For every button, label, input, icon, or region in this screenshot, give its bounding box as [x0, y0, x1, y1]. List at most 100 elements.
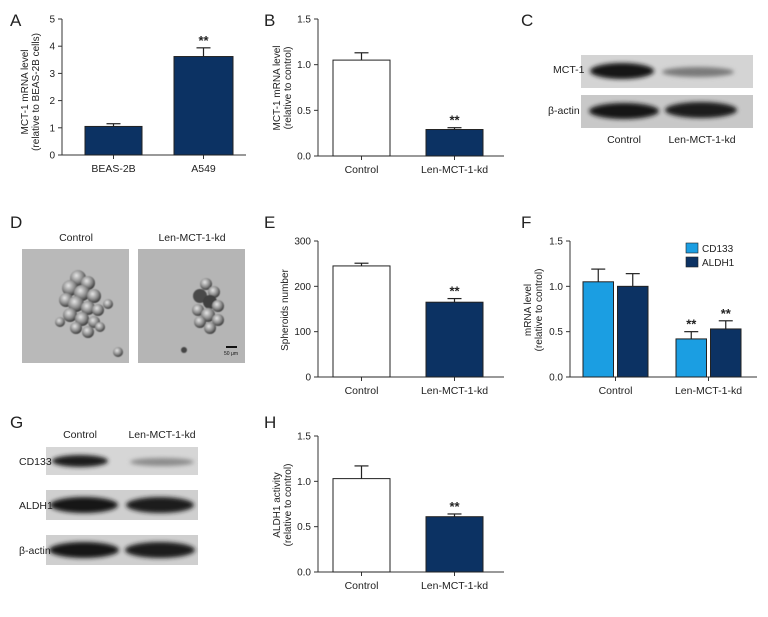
- panel-b-bar-0: [332, 59, 391, 157]
- panel-f-bar-cd133-1: [675, 338, 707, 378]
- panel-a-ytick-label-5: 5: [49, 15, 55, 26]
- chart-panel-f: 0.0 0.5 1.0 1.5 Control Len-MCT-1-kd ** ** CD133…: [549, 237, 757, 397]
- panel-f-ytick-label-2: 1.0: [549, 282, 563, 293]
- blot-c-lane-label-kd: Len-MCT-1-kd: [668, 134, 735, 146]
- blot-g-aldh1-control-band: [50, 497, 118, 513]
- panel-f-ylabel-2: (relative to control): [534, 269, 545, 352]
- panel-h-ytick-label-1: 0.5: [297, 522, 311, 533]
- panel-a-ylabel-2: (relative to BEAS-2B cells): [31, 33, 42, 151]
- blot-c-row-label-mct1: MCT-1: [553, 64, 585, 76]
- panel-a-category-label-0: BEAS-2B: [91, 163, 135, 175]
- blot-g-aldh1-kd-band: [126, 497, 194, 513]
- panel-b-category-label-0: Control: [345, 164, 379, 176]
- chart-panel-e: 0 100 200 300 Control Len-MCT-1-kd **: [294, 237, 504, 397]
- panel-b-ytick-label-0: 0.0: [297, 152, 311, 163]
- panel-d-images: Control Len-MCT-1-kd: [22, 232, 245, 363]
- blot-c-mct1-control-band: [590, 63, 654, 79]
- panel-h-category-label-0: Control: [345, 580, 379, 592]
- microscopy-image-kd: [138, 249, 245, 363]
- panel-h-ytick-label-3: 1.5: [297, 432, 311, 443]
- panel-e-ytick-label-1: 100: [294, 327, 311, 338]
- panel-h-bar-0: [332, 478, 391, 573]
- panel-f-significance-aldh1-1: **: [721, 306, 732, 321]
- scale-bar: [226, 346, 237, 348]
- panel-a-bar-1: [173, 56, 234, 156]
- panel-h-category-label-1: Len-MCT-1-kd: [421, 580, 488, 592]
- blot-g-actin-control-band: [49, 542, 119, 558]
- panel-e-ylabel-1: Spheroids number: [280, 268, 291, 350]
- blot-g-lane-label-control: Control: [63, 429, 97, 441]
- panel-f-significance-cd133-1: **: [686, 317, 697, 332]
- blot-g-row-label-cd133: CD133: [19, 456, 52, 468]
- spheroid-kd: [181, 278, 224, 353]
- panel-b-ytick-label-1: 0.5: [297, 106, 311, 117]
- panel-h-bar-1: [425, 516, 484, 573]
- panel-a-significance-1: **: [198, 33, 209, 48]
- blot-g-cd133-kd-band: [130, 458, 194, 466]
- panel-letter-b: B: [264, 11, 275, 30]
- panel-letter-a: A: [10, 11, 22, 30]
- panel-letter-f: F: [521, 213, 531, 232]
- panel-f-bar-aldh1-1: [710, 328, 742, 378]
- blot-g-lane-label-kd: Len-MCT-1-kd: [128, 429, 195, 441]
- panel-f-legend-label-aldh1: ALDH1: [702, 258, 735, 269]
- panel-b-ylabel-1: MCT-1 mRNA level: [272, 45, 283, 130]
- panel-d-label-kd: Len-MCT-1-kd: [158, 232, 225, 244]
- panel-a-ytick-label-4: 4: [49, 42, 55, 53]
- blot-c-lane-label-control: Control: [607, 134, 641, 146]
- panel-a-ytick-label-1: 1: [49, 123, 55, 134]
- panel-d-label-control: Control: [59, 232, 93, 244]
- panel-f-ylabel-1: mRNA level: [523, 284, 534, 336]
- panel-h-significance-1: **: [449, 499, 460, 514]
- panel-a-ylabel-1: MCT-1 mRNA level: [20, 49, 31, 134]
- panel-f-bar-aldh1-0: [617, 285, 649, 378]
- panel-h-ylabel-2: (relative to control): [283, 464, 294, 547]
- panel-e-ytick-label-2: 200: [294, 282, 311, 293]
- blot-c-actin-kd-band: [665, 102, 737, 118]
- panel-f-category-label-1: Len-MCT-1-kd: [675, 385, 742, 397]
- panel-g-blot: Control Len-MCT-1-kd CD133 ALDH1 β-actin: [19, 429, 198, 565]
- panel-a-category-label-1: A549: [191, 163, 216, 175]
- panel-letter-c: C: [521, 11, 533, 30]
- panel-f-ytick-label-1: 0.5: [549, 327, 563, 338]
- spheroid-control: [55, 270, 123, 357]
- panel-a-bar-0: [84, 125, 143, 156]
- blot-c-mct1-kd-band: [662, 67, 734, 77]
- chart-panel-h: 0.0 0.5 1.0 1.5 Control Len-MCT-1-kd **: [297, 432, 504, 592]
- blot-c-actin-control-band: [589, 103, 659, 119]
- blot-g-row-label-aldh1: ALDH1: [19, 500, 53, 512]
- panel-f-legend-swatch-aldh1: [685, 256, 699, 268]
- panel-f-bar-cd133-0: [582, 281, 614, 378]
- panel-h-ylabel-1: ALDH1 activity: [272, 472, 283, 538]
- panel-f-ytick-label-0: 0.0: [549, 373, 563, 384]
- panel-a-ytick-label-3: 3: [49, 69, 55, 80]
- panel-b-ytick-label-2: 1.0: [297, 60, 311, 71]
- scale-bar-label: 50 μm: [224, 351, 238, 357]
- chart-panel-b: 0.0 0.5 1.0 1.5 Control Len-MCT-1-kd **: [297, 15, 504, 176]
- panel-letter-d: D: [10, 213, 22, 232]
- panel-a-ytick-label-0: 0: [49, 151, 55, 162]
- panel-f-legend-label-cd133: CD133: [702, 244, 734, 255]
- blot-g-cd133-control-band: [52, 455, 108, 467]
- panel-b-significance-1: **: [449, 113, 460, 128]
- panel-f-category-label-0: Control: [599, 385, 633, 397]
- panel-h-ytick-label-0: 0.0: [297, 568, 311, 579]
- panel-letter-h: H: [264, 413, 276, 432]
- panel-c-blot: MCT-1 β-actin Control Len-MCT-1-kd: [548, 55, 753, 146]
- blot-g-actin-kd-band: [125, 542, 195, 558]
- panel-letter-g: G: [10, 413, 23, 432]
- panel-b-ytick-label-3: 1.5: [297, 15, 311, 26]
- panel-e-ytick-label-0: 0: [305, 373, 311, 384]
- panel-e-category-label-0: Control: [345, 385, 379, 397]
- panel-b-ylabel-2: (relative to control): [283, 47, 294, 130]
- panel-letter-e: E: [264, 213, 275, 232]
- panel-a-ytick-label-2: 2: [49, 96, 55, 107]
- panel-e-bar-0: [332, 265, 391, 378]
- blot-c-row-label-actin: β-actin: [548, 105, 580, 117]
- panel-f-legend-swatch-cd133: [685, 242, 699, 254]
- panel-e-ytick-label-3: 300: [294, 237, 311, 248]
- panel-b-bar-1: [425, 129, 484, 157]
- panel-e-category-label-1: Len-MCT-1-kd: [421, 385, 488, 397]
- panel-b-category-label-1: Len-MCT-1-kd: [421, 164, 488, 176]
